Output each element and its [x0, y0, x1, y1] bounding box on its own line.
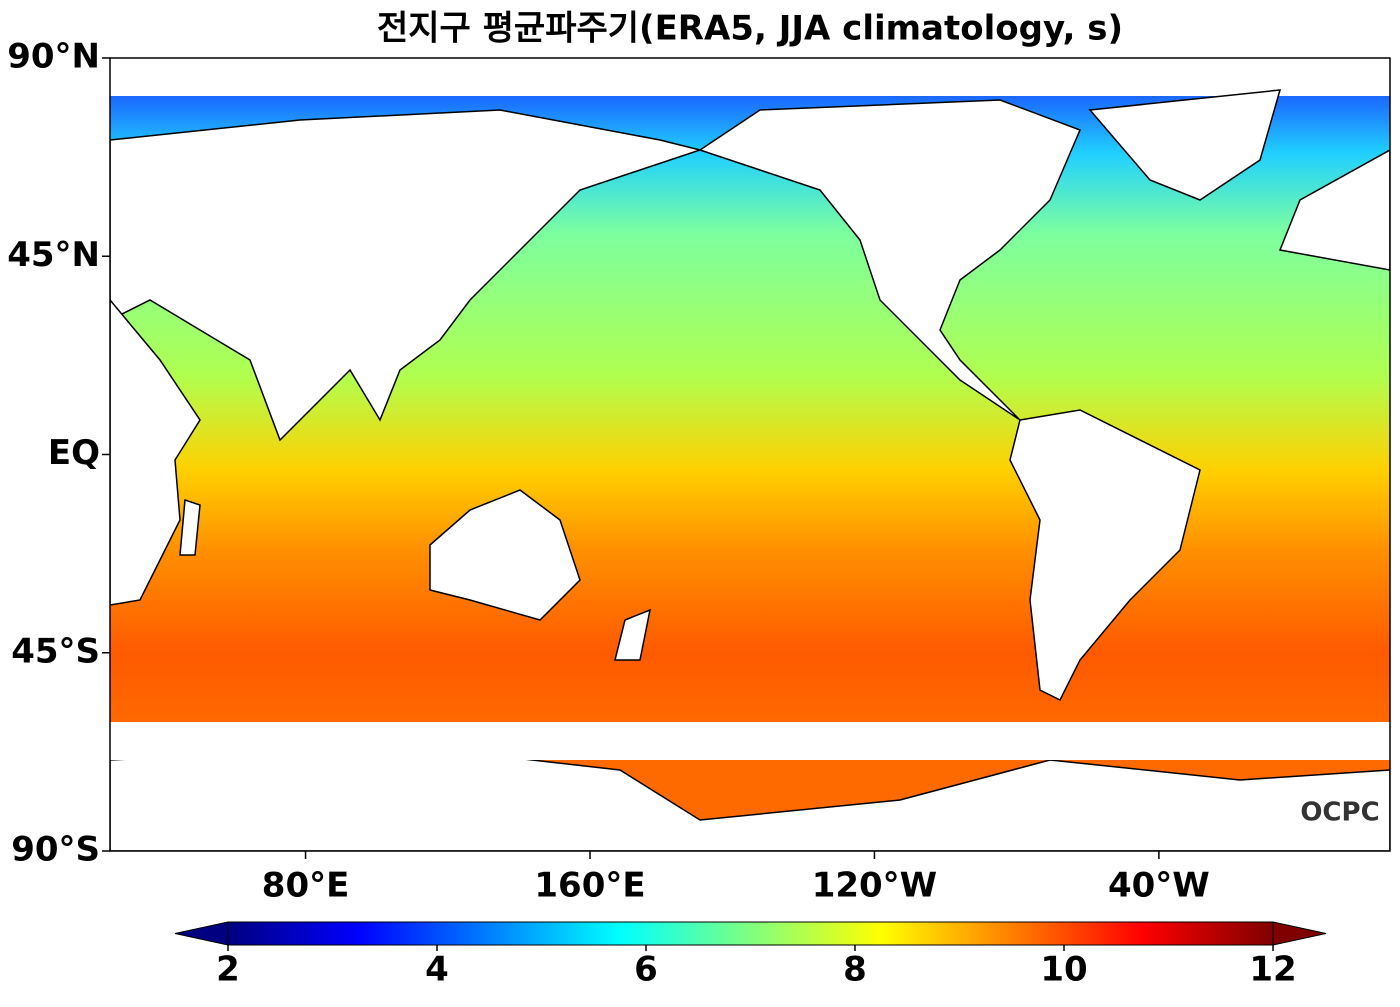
y-tick-label: 45°N [7, 235, 100, 275]
x-tick-label: 120°W [812, 866, 937, 906]
y-tick-label: 90°S [11, 830, 100, 870]
y-tick-label: 90°N [7, 37, 100, 77]
colorbar-tick-label: 4 [425, 950, 449, 990]
colorbar-extend-high [1272, 921, 1327, 946]
colorbar-extend-low [174, 921, 229, 946]
watermark: OCPC [1300, 798, 1379, 828]
colorbar-tick-label: 12 [1249, 950, 1296, 990]
x-tick-label: 40°W [1108, 866, 1210, 906]
colorbar-tick-label: 8 [843, 950, 867, 990]
x-tick-label: 160°E [534, 866, 645, 906]
colorbar-tick-label: 2 [216, 950, 240, 990]
colorbar-tick-label: 10 [1040, 950, 1087, 990]
colorbar-tick-label: 6 [634, 950, 658, 990]
y-tick-label: 45°S [11, 631, 100, 671]
chart-title: 전지구 평균파주기(ERA5, JJA climatology, s) [377, 9, 1123, 49]
map-field [110, 58, 1390, 851]
x-tick-label: 80°E [262, 866, 350, 906]
y-tick-label: EQ [48, 433, 100, 473]
colorbar [227, 921, 1274, 946]
